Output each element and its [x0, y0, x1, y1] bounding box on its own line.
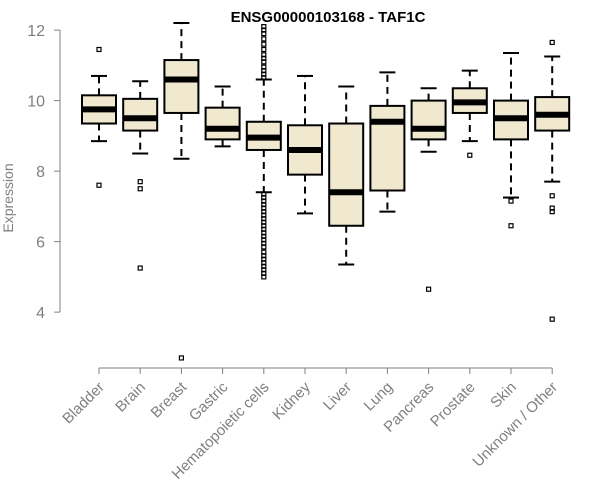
- x-tick-label: Lung: [361, 379, 397, 415]
- outlier-point: [549, 193, 555, 199]
- outlier-point: [261, 31, 267, 37]
- iqr-box: [122, 97, 159, 132]
- outlier-point: [261, 46, 267, 53]
- x-tick-label: Breast: [148, 378, 191, 421]
- iqr-box: [204, 106, 241, 141]
- outlier-point: [261, 244, 267, 250]
- box-prostate: [451, 69, 488, 158]
- outlier-point: [137, 186, 143, 192]
- outlier-point: [261, 59, 267, 65]
- outlier-point: [508, 198, 514, 204]
- outlier-point: [96, 46, 102, 53]
- x-tick-label: Skin: [487, 379, 520, 412]
- outlier-point: [549, 39, 555, 46]
- outlier-point: [261, 41, 267, 47]
- y-axis-label: Expression: [0, 163, 16, 232]
- x-tick-label: Brain: [112, 379, 149, 416]
- box-brain: [122, 80, 159, 271]
- iqr-box: [369, 104, 406, 192]
- box-breast: [163, 22, 200, 361]
- box-skin: [493, 52, 529, 229]
- chart-title: ENSG00000103168 - TAF1C: [231, 9, 426, 26]
- outlier-point: [261, 274, 267, 280]
- outlier-point: [96, 182, 102, 188]
- outlier-point: [137, 179, 143, 185]
- y-tick-label: 12: [27, 23, 45, 40]
- box-kidney: [287, 74, 323, 215]
- iqr-box: [163, 59, 200, 114]
- box-hematopoietic-cells: [245, 23, 282, 280]
- x-tick-label: Prostate: [427, 379, 479, 431]
- outlier-point: [261, 75, 267, 81]
- outlier-point: [137, 265, 143, 271]
- outlier-point: [508, 223, 514, 229]
- box-liver: [328, 85, 365, 266]
- x-tick-label: Kidney: [269, 378, 314, 423]
- x-tick-label: Bladder: [59, 379, 108, 428]
- iqr-box: [410, 99, 447, 141]
- outlier-point: [178, 355, 184, 361]
- box-pancreas: [410, 87, 447, 292]
- iqr-box: [328, 122, 365, 227]
- box-bladder: [81, 46, 117, 188]
- box-lung: [369, 71, 406, 213]
- y-tick-label: 10: [27, 94, 45, 111]
- outlier-point: [467, 152, 473, 158]
- outlier-point: [261, 36, 267, 42]
- y-tick-label: 8: [36, 164, 45, 181]
- boxes-group: [81, 22, 571, 361]
- y-tick-label: 6: [36, 235, 45, 252]
- outlier-point: [549, 209, 555, 215]
- x-tick-label: Liver: [320, 379, 355, 414]
- y-tick-label: 4: [36, 305, 45, 322]
- y-axis: 4 6 8 10 12: [27, 23, 61, 322]
- outlier-point: [426, 286, 432, 292]
- box-unknown-other: [534, 39, 571, 322]
- outlier-point: [549, 316, 555, 322]
- box-gastric: [204, 85, 241, 148]
